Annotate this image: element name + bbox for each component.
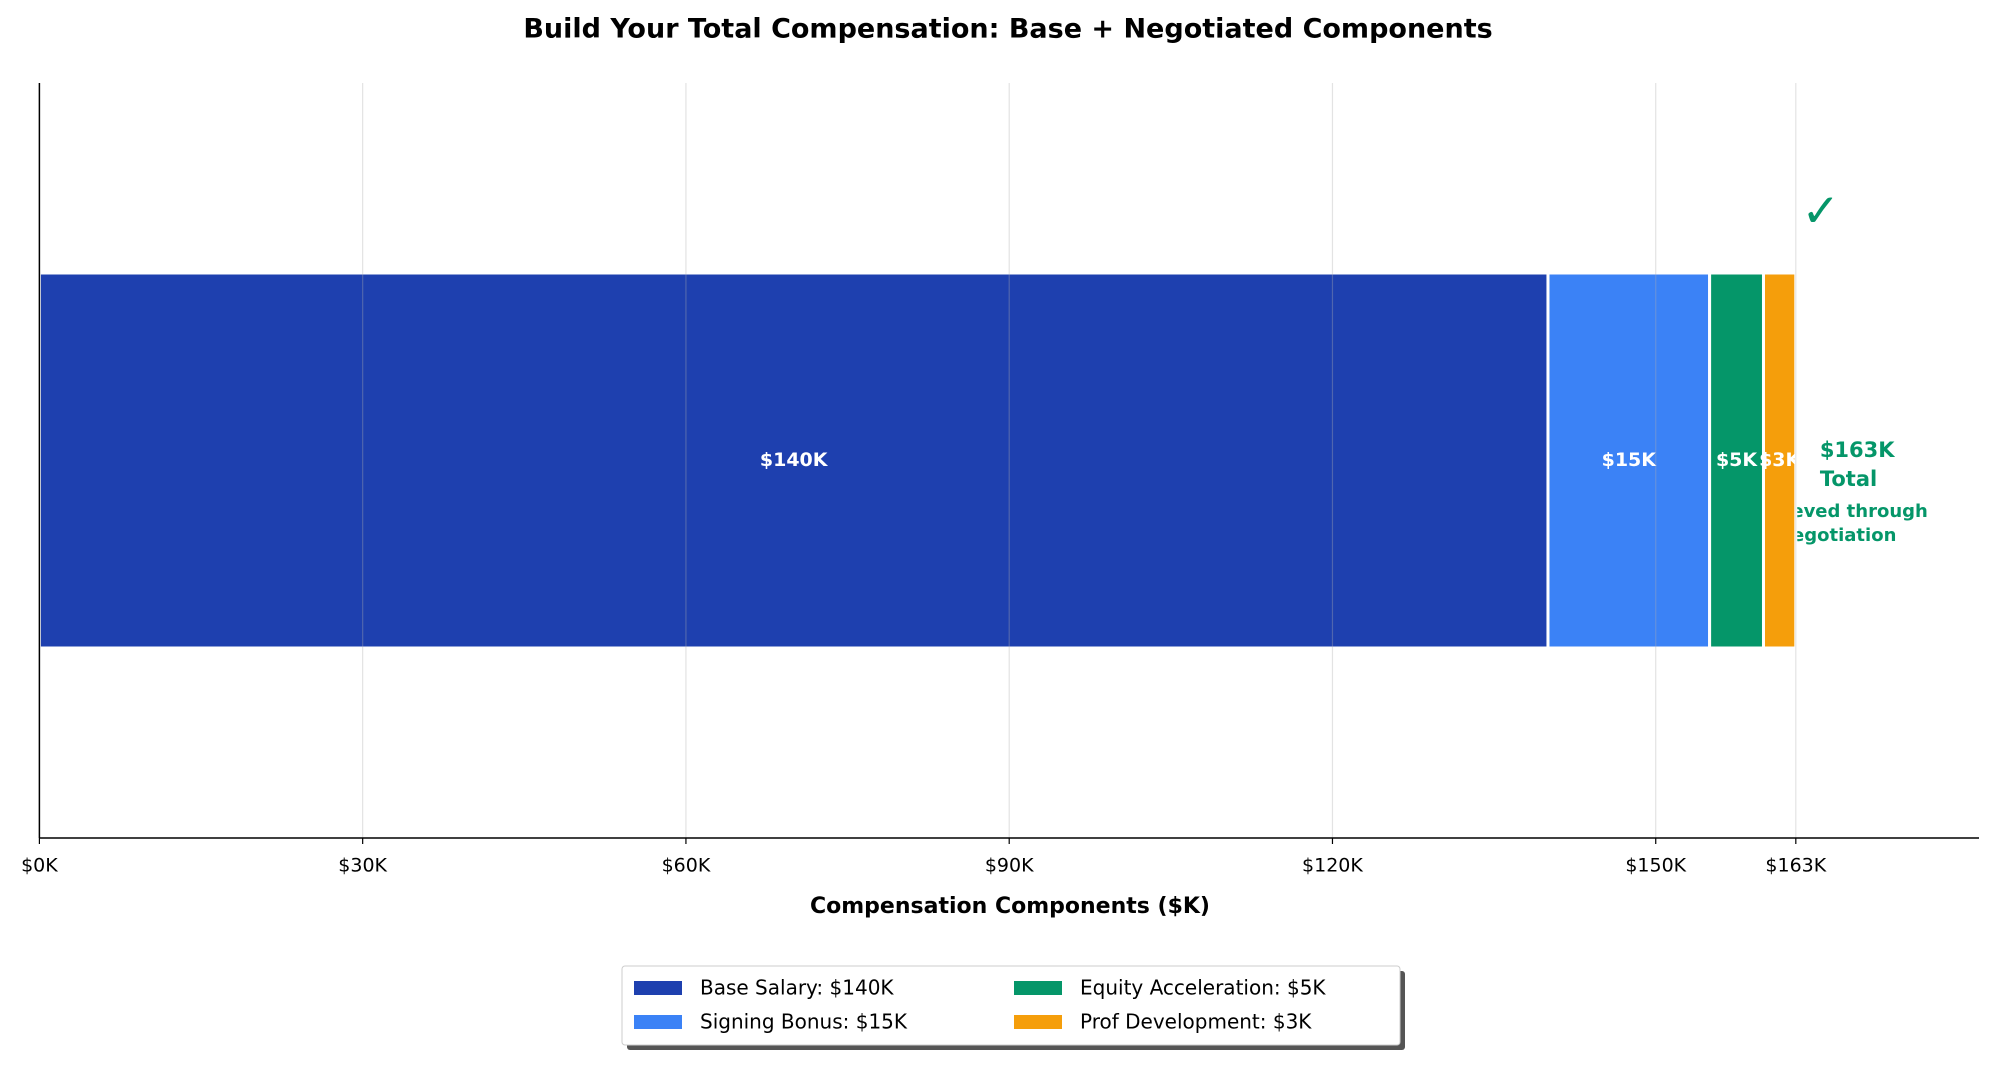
total-annotation: Total: [1820, 467, 1877, 491]
x-tick-label: $0K: [21, 855, 58, 877]
x-tick-label: $120K: [1302, 855, 1363, 877]
legend-box: [621, 965, 1401, 1046]
value-label: $140K: [760, 449, 829, 471]
legend-label: Equity Acceleration: $5K: [1080, 976, 1326, 1000]
legend-label: Base Salary: $140K: [700, 976, 894, 1000]
bar-segment: [1708, 271, 1765, 650]
legend-swatch: [634, 1015, 682, 1029]
legend-swatch: [1014, 1015, 1062, 1029]
legend-label: Signing Bonus: $15K: [700, 1010, 908, 1034]
bar-segment: [1761, 271, 1798, 650]
legend-swatch: [1014, 981, 1062, 995]
value-label: $5K: [1716, 449, 1758, 471]
x-tick-label: $150K: [1625, 855, 1686, 877]
value-label: $3K: [1759, 449, 1801, 471]
bar-segment: [37, 271, 1550, 650]
legend-label: Prof Development: $3K: [1080, 1010, 1312, 1034]
legend-swatch: [634, 981, 682, 995]
legend: Base Salary: $140K Signing Bonus: $15K Equ…: [621, 965, 1405, 1050]
x-tick-label: $90K: [985, 855, 1034, 877]
x-tick-label: $60K: [662, 855, 711, 877]
value-label: $15K: [1602, 449, 1658, 471]
check-mark: ✓: [1802, 184, 1841, 238]
chart-title: Build Your Total Compensation: Base + Ne…: [523, 14, 1492, 45]
note-annotation: negotiation: [1779, 525, 1896, 546]
total-annotation: $163K: [1820, 438, 1895, 462]
x-tick-label: $163K: [1765, 855, 1826, 877]
x-axis-label: Compensation Components ($K): [810, 894, 1210, 919]
x-tick-label: $30K: [338, 855, 387, 877]
